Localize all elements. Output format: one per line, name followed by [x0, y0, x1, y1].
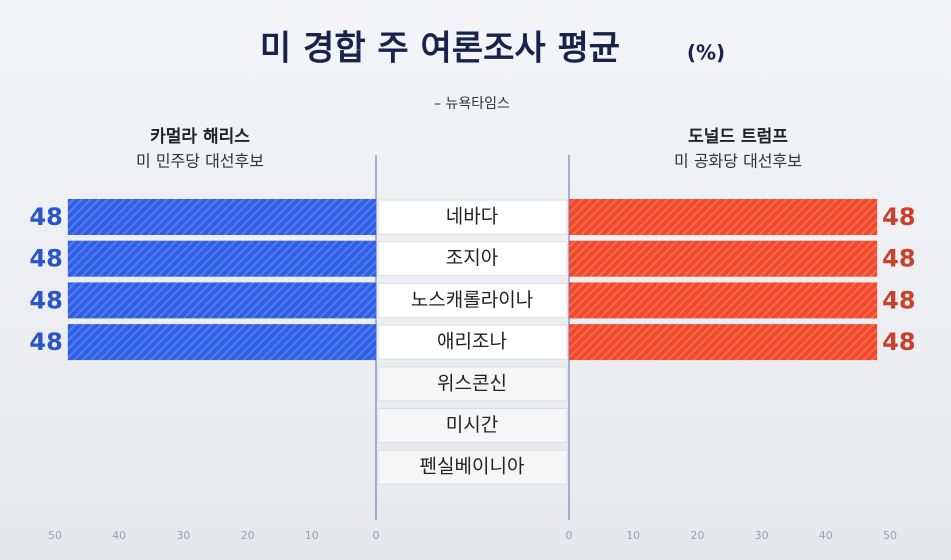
x-tick-label: 0	[566, 529, 573, 542]
x-tick-label: 20	[690, 529, 704, 542]
legend-subtitle: 미 민주당 대선후보	[136, 152, 264, 171]
x-tick-label: 10	[305, 529, 319, 542]
bar	[569, 282, 878, 319]
category-box	[377, 324, 568, 360]
x-tick-label: 30	[755, 529, 769, 542]
bar	[67, 199, 376, 235]
legend-name: 도널드 트럼프	[688, 127, 788, 147]
x-tick-label: 40	[819, 529, 833, 542]
category-label: 위스콘신	[437, 372, 507, 394]
legend-subtitle: 미 공화당 대선후보	[674, 152, 802, 171]
category-label: 네바다	[446, 206, 498, 228]
bar	[67, 240, 376, 277]
data-label: 48	[29, 286, 62, 314]
category-box	[377, 408, 568, 443]
x-tick-label: 10	[626, 529, 640, 542]
data-label: 48	[882, 203, 915, 231]
data-label: 48	[882, 245, 915, 273]
bar	[569, 324, 878, 361]
category-box	[377, 449, 568, 485]
data-label: 48	[29, 328, 62, 356]
x-tick-label: 20	[241, 529, 255, 542]
chart-title: 미 경합 주 여론조사 평균	[260, 29, 620, 69]
x-tick-label: 0	[373, 529, 380, 542]
x-tick-label: 50	[48, 529, 62, 542]
category-box	[377, 241, 568, 277]
legend-name: 카멀라 해리스	[150, 126, 250, 147]
data-label: 48	[882, 328, 915, 356]
bar	[569, 240, 878, 277]
data-label: 48	[29, 203, 62, 231]
bar	[67, 324, 376, 361]
unit: (%)	[687, 41, 725, 65]
x-tick-label: 50	[883, 529, 897, 542]
data-label: 48	[882, 286, 915, 314]
category-box	[377, 366, 568, 402]
category-box	[377, 199, 568, 235]
category-label: 미시간	[446, 414, 498, 436]
bar	[569, 199, 878, 235]
category-label: 조지아	[446, 247, 498, 269]
bar	[67, 282, 376, 319]
x-tick-label: 40	[112, 529, 126, 542]
category-label: 펜실베이니아	[420, 456, 525, 478]
source: – 뉴욕타임스	[434, 96, 510, 112]
x-tick-label: 30	[176, 529, 190, 542]
data-label: 48	[29, 245, 62, 273]
category-label: 노스캐롤라이나	[411, 289, 533, 311]
category-label: 애리조나	[437, 331, 507, 353]
category-box	[377, 282, 568, 318]
